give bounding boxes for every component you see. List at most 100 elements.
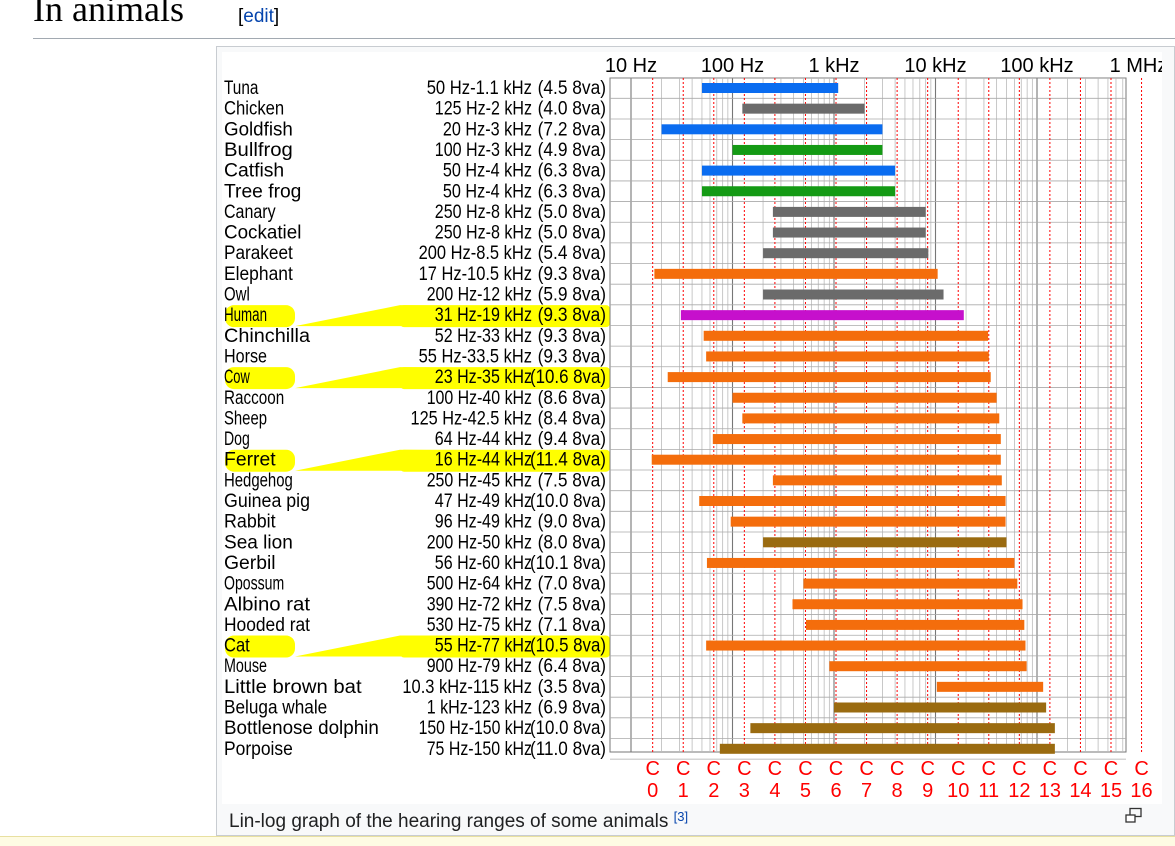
animal-label: Hedgehog [224,470,293,491]
octave-label: (8.0 8va) [538,532,606,553]
range-bar [701,165,896,176]
x-tick-label: 1 MHz [1110,55,1162,77]
range-bar [834,702,1047,713]
c-note-label: 6 [830,780,841,802]
range-bar [680,310,964,321]
caption-reference[interactable]: [3] [673,809,689,824]
highlight-mark [225,305,295,328]
c-note-label: C [982,758,996,780]
animal-label: Opossum [224,574,284,595]
animal-label: Cockatiel [224,223,301,244]
range-label: 250 Hz-8 kHz [435,223,532,244]
range-label: 56 Hz-60 kHz [435,553,532,574]
octave-label: (4.5 8va) [538,78,606,99]
hearing-range-chart[interactable]: C0C1C2C3C4C5C6C7C8C9C10C11C12C13C14C15C1… [222,52,1162,804]
c-note-label: C [737,758,751,780]
range-label: 96 Hz-49 kHz [435,512,532,533]
range-label: 50 Hz-1.1 kHz [427,78,532,99]
range-label: 125 Hz-42.5 kHz [411,408,533,429]
c-note-label: 11 [978,780,999,802]
animal-label: Catfish [224,161,284,182]
range-label: 125 Hz-2 kHz [435,99,532,120]
range-label: 17 Hz-10.5 kHz [419,264,532,285]
animal-label: Porpoise [224,739,293,760]
animal-label: Owl [224,285,250,306]
range-bar [742,103,865,114]
animal-label: Horse [224,346,267,367]
range-label: 75 Hz-150 kHz [427,739,532,760]
range-bar [701,186,896,197]
range-bar [936,681,1044,692]
c-note-label: C [859,758,873,780]
range-bar [742,413,1000,424]
c-note-label: 10 [947,780,969,802]
c-note-label: 2 [708,780,719,802]
octave-label: (3.5 8va) [538,677,606,698]
c-note-label: 9 [922,780,933,802]
octave-label: (11.4 8va) [530,450,606,471]
range-bar [706,640,1026,651]
c-note-label: 8 [892,780,903,802]
animal-label: Guinea pig [224,491,310,512]
octave-label: (9.3 8va) [538,346,606,367]
octave-label: (6.3 8va) [538,161,606,182]
range-label: 52 Hz-33 kHz [435,326,532,347]
c-note-label: C [1104,758,1118,780]
range-bar [732,392,997,403]
animal-label: Bottlenose dolphin [224,718,379,739]
range-bar [792,599,1023,610]
animal-label: Ferret [224,450,276,471]
animal-label: Albino rat [224,594,311,615]
animal-label: Sea lion [224,532,293,553]
c-note-label: C [890,758,904,780]
octave-label: (5.4 8va) [538,243,606,264]
edit-link[interactable]: edit [243,6,274,27]
range-bar [772,227,926,238]
animal-label: Goldfish [224,119,293,140]
range-label: 390 Hz-72 kHz [427,594,532,615]
animal-label: Raccoon [224,388,284,409]
range-label: 250 Hz-45 kHz [427,470,532,491]
octave-label: (9.3 8va) [538,264,606,285]
x-tick-label: 1 kHz [808,55,859,77]
octave-label: (9.3 8va) [538,326,606,347]
range-bar [699,496,1006,506]
range-label: 55 Hz-77 kHz [435,636,532,657]
edit-section-link[interactable]: [edit] [238,6,280,27]
octave-label: (9.3 8va) [538,305,606,326]
x-tick-label: 100 kHz [1000,55,1073,77]
c-note-label: C [676,758,690,780]
c-note-label: C [1073,758,1087,780]
range-label: 100 Hz-3 kHz [435,140,532,161]
range-bar [806,619,1025,630]
c-note-label: 1 [678,780,689,802]
octave-label: (7.5 8va) [538,470,606,491]
animal-label: Chinchilla [224,326,310,347]
range-label: 530 Hz-75 kHz [427,615,532,636]
range-bar [661,124,883,135]
octave-label: (7.0 8va) [538,574,606,595]
range-bar [763,537,1007,548]
range-bar [706,557,1015,568]
octave-label: (7.2 8va) [538,119,606,140]
highlight-mark [225,635,295,658]
enlarge-icon[interactable] [1124,807,1144,825]
animal-label: Parakeet [224,243,293,264]
range-bar [667,372,991,383]
range-bar [706,351,989,362]
c-note-label: 0 [647,780,658,802]
animal-label: Tuna [224,78,259,99]
c-note-label: 3 [739,780,750,802]
range-label: 55 Hz-33.5 kHz [419,346,532,367]
octave-label: (6.9 8va) [538,698,606,719]
range-bar [703,330,989,341]
animal-label: Canary [224,202,276,223]
octave-label: (4.9 8va) [538,140,606,161]
c-note-label: C [920,758,934,780]
octave-label: (10.1 8va) [530,553,606,574]
octave-label: (5.0 8va) [538,223,606,244]
heading-divider [33,38,1175,39]
c-note-label: C [798,758,812,780]
range-label: 23 Hz-35 kHz [435,367,532,388]
animal-label: Rabbit [224,512,276,533]
